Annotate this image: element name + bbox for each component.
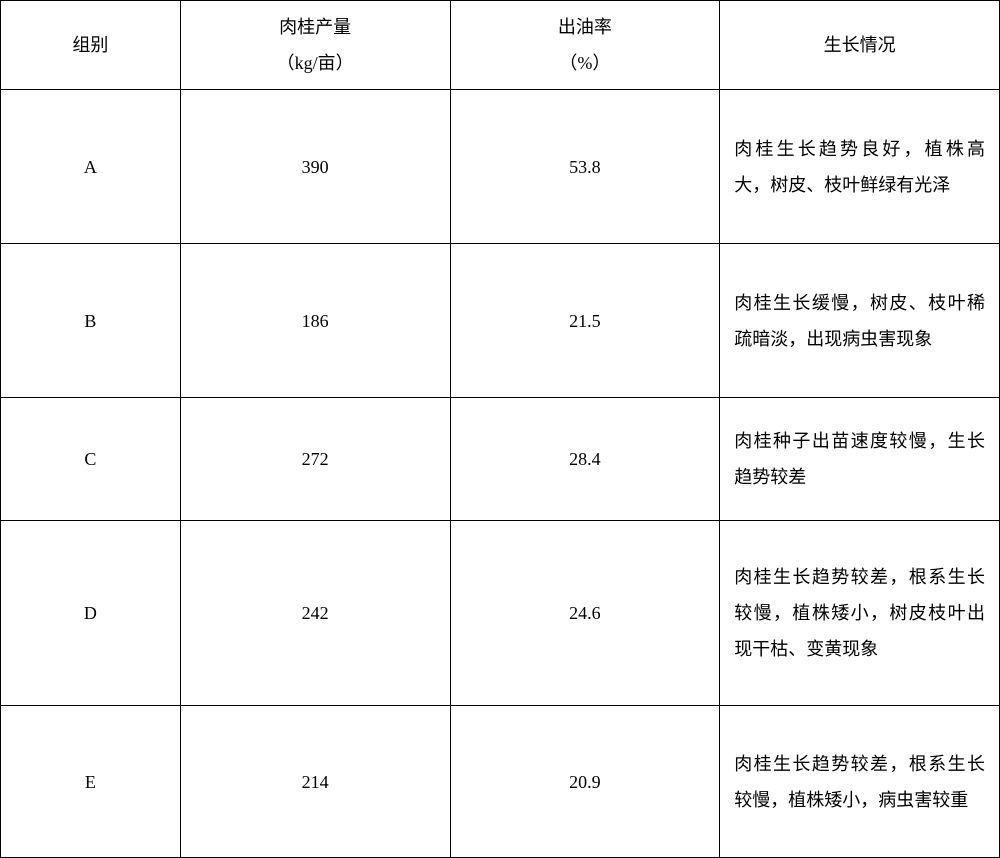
cell-group: E (1, 706, 181, 858)
table-row: A 390 53.8 肉桂生长趋势良好，植株高大，树皮、枝叶鲜绿有光泽 (1, 90, 1000, 244)
table-header: 组别 肉桂产量 （kg/亩） 出油率 （%） 生长情况 (1, 1, 1000, 90)
table-row: E 214 20.9 肉桂生长趋势较差，根系生长较慢，植株矮小，病虫害较重 (1, 706, 1000, 858)
table-row: C 272 28.4 肉桂种子出苗速度较慢，生长趋势较差 (1, 398, 1000, 521)
header-row: 组别 肉桂产量 （kg/亩） 出油率 （%） 生长情况 (1, 1, 1000, 90)
cell-yield: 272 (180, 398, 450, 521)
cell-group: B (1, 244, 181, 398)
data-table: 组别 肉桂产量 （kg/亩） 出油率 （%） 生长情况 A 390 53.8 (0, 0, 1000, 858)
cell-group: D (1, 521, 181, 706)
header-yield: 肉桂产量 （kg/亩） (180, 1, 450, 90)
cell-growth: 肉桂生长趋势较差，根系生长较慢，植株矮小，树皮枝叶出现干枯、变黄现象 (720, 521, 1000, 706)
table-body: A 390 53.8 肉桂生长趋势良好，植株高大，树皮、枝叶鲜绿有光泽 B 18… (1, 90, 1000, 858)
cell-growth: 肉桂生长趋势较差，根系生长较慢，植株矮小，病虫害较重 (720, 706, 1000, 858)
header-oil: 出油率 （%） (450, 1, 720, 90)
header-group: 组别 (1, 1, 181, 90)
cell-growth: 肉桂种子出苗速度较慢，生长趋势较差 (720, 398, 1000, 521)
cell-oil: 24.6 (450, 521, 720, 706)
cell-oil: 28.4 (450, 398, 720, 521)
header-group-label: 组别 (72, 35, 108, 55)
header-oil-line2: （%） (459, 45, 712, 81)
cell-growth: 肉桂生长缓慢，树皮、枝叶稀疏暗淡，出现病虫害现象 (720, 244, 1000, 398)
cell-yield: 214 (180, 706, 450, 858)
data-table-container: 组别 肉桂产量 （kg/亩） 出油率 （%） 生长情况 A 390 53.8 (0, 0, 1000, 858)
header-oil-line1: 出油率 (459, 9, 712, 45)
header-yield-line1: 肉桂产量 (189, 9, 442, 45)
header-growth: 生长情况 (720, 1, 1000, 90)
cell-growth: 肉桂生长趋势良好，植株高大，树皮、枝叶鲜绿有光泽 (720, 90, 1000, 244)
cell-oil: 21.5 (450, 244, 720, 398)
cell-oil: 20.9 (450, 706, 720, 858)
cell-yield: 186 (180, 244, 450, 398)
cell-group: C (1, 398, 181, 521)
cell-yield: 390 (180, 90, 450, 244)
cell-group: A (1, 90, 181, 244)
cell-yield: 242 (180, 521, 450, 706)
header-growth-label: 生长情况 (824, 35, 896, 55)
header-yield-line2: （kg/亩） (189, 45, 442, 81)
table-row: D 242 24.6 肉桂生长趋势较差，根系生长较慢，植株矮小，树皮枝叶出现干枯… (1, 521, 1000, 706)
cell-oil: 53.8 (450, 90, 720, 244)
table-row: B 186 21.5 肉桂生长缓慢，树皮、枝叶稀疏暗淡，出现病虫害现象 (1, 244, 1000, 398)
